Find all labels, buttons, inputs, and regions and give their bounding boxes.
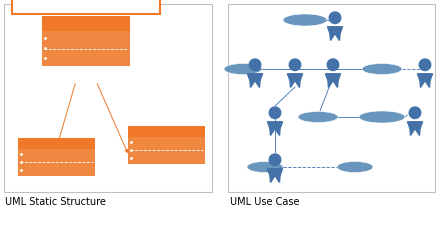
Text: UML Use Case: UML Use Case [230, 196, 299, 206]
Bar [12, 0, 159, 15]
Polygon shape [327, 28, 342, 34]
Bar [128, 126, 205, 137]
Bar [42, 32, 130, 67]
Ellipse shape [361, 64, 401, 75]
Circle shape [268, 108, 280, 119]
Polygon shape [332, 81, 337, 88]
FancyBboxPatch shape [227, 5, 434, 192]
Bar [42, 17, 130, 32]
Bar [128, 137, 205, 164]
Circle shape [289, 60, 300, 71]
Ellipse shape [336, 162, 372, 173]
Circle shape [326, 60, 338, 71]
Polygon shape [267, 122, 282, 129]
Polygon shape [254, 81, 259, 88]
Polygon shape [419, 81, 424, 88]
Polygon shape [325, 74, 340, 81]
Polygon shape [290, 81, 294, 88]
Polygon shape [287, 74, 302, 81]
Polygon shape [247, 74, 262, 81]
Polygon shape [274, 129, 279, 136]
Polygon shape [294, 81, 299, 88]
Polygon shape [414, 129, 419, 136]
Circle shape [408, 108, 420, 119]
Ellipse shape [223, 64, 261, 75]
Polygon shape [267, 169, 282, 176]
Text: UML Static Structure: UML Static Structure [5, 196, 106, 206]
Polygon shape [274, 176, 279, 183]
Circle shape [249, 60, 260, 71]
Ellipse shape [358, 112, 404, 123]
Ellipse shape [297, 112, 337, 123]
Polygon shape [409, 129, 414, 136]
Polygon shape [406, 122, 422, 129]
Ellipse shape [283, 15, 326, 27]
Bar [18, 138, 95, 149]
Polygon shape [269, 176, 274, 183]
Polygon shape [327, 81, 332, 88]
Polygon shape [269, 129, 274, 136]
Polygon shape [249, 81, 254, 88]
Polygon shape [329, 34, 334, 41]
Polygon shape [424, 81, 429, 88]
Ellipse shape [247, 162, 283, 173]
Circle shape [418, 60, 430, 71]
FancyBboxPatch shape [4, 5, 212, 192]
Polygon shape [417, 74, 431, 81]
Polygon shape [334, 34, 339, 41]
Circle shape [328, 13, 340, 24]
Circle shape [268, 154, 280, 166]
Bar [18, 149, 95, 176]
